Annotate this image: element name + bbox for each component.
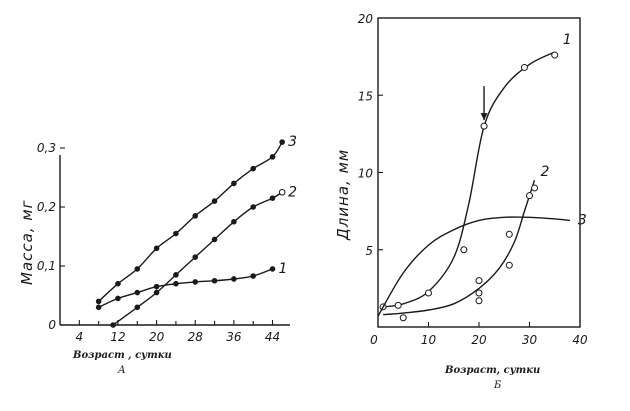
panel-b-y-axis-title: Длина, мм <box>334 149 352 241</box>
panel-a-series-2-point <box>269 195 276 201</box>
panel-a-series-2-line <box>112 191 283 326</box>
panel-a-series-1-point <box>153 283 160 290</box>
panel-b-arrow-head <box>480 113 488 121</box>
panel-a-ticks: 4 12 20 28 36 44 0 0,1 0,2 0,3 <box>37 141 280 344</box>
panel-b-series-1-label: 1 <box>563 32 572 48</box>
panel-b-series-2-line <box>383 179 536 316</box>
panel-b-series-1-line <box>382 51 556 308</box>
panel-b-x-tick-label: 0 <box>370 333 378 347</box>
panel-a-series-1-point <box>134 289 141 296</box>
panel-a-series-2-point <box>211 236 218 243</box>
panel-a-x-tick-label: 44 <box>265 330 280 344</box>
panel-a-series-3-point <box>95 298 102 305</box>
panel-a-series-1-point <box>173 280 179 287</box>
panel-a-series-3-point <box>211 198 218 204</box>
panel-b-y-tick-label: 20 <box>358 12 374 26</box>
panel-b-series-2-point <box>531 184 539 192</box>
panel-a-x-tick-label: 28 <box>188 330 204 344</box>
panel-b-series-2-point <box>475 297 483 305</box>
panel-b-y-tick-label: 10 <box>358 167 374 181</box>
panel-a-y-tick-label: 0,2 <box>37 200 56 214</box>
panel-b-ticks: 0 10 20 30 40 5 10 15 20 <box>358 12 588 347</box>
panel-a-series: 3 2 1 <box>95 134 297 328</box>
panel-a-x-tick-label: 20 <box>149 330 165 344</box>
panel-a-series-2-point <box>173 272 179 278</box>
panel-a-series-3-label: 3 <box>288 134 297 150</box>
panel-b-x-tick-label: 40 <box>572 333 588 347</box>
panel-a-y-tick-label: 0,1 <box>37 259 56 273</box>
panel-b: 0 10 20 30 40 5 10 15 20 1 2 3 Длина, мм Возраст, … <box>334 12 588 391</box>
panel-a-series-2-point <box>192 254 199 260</box>
panel-b-series-1-point <box>394 301 402 309</box>
panel-a-series-2-label: 2 <box>288 184 297 200</box>
panel-a-series-1-label: 1 <box>279 261 288 277</box>
panel-b-x-axis-title: Возраст, сутки <box>444 365 540 376</box>
panel-a-series-2-point <box>250 204 256 210</box>
panel-b-series-2-point <box>399 314 407 322</box>
panel-b-series-2-point <box>505 261 513 269</box>
panel-a-y-tick-label: 0 <box>48 318 56 332</box>
panel-a-series-2-point <box>110 322 116 328</box>
panel-b-letter: Б <box>493 380 502 391</box>
panel-b-x-tick-label: 10 <box>421 333 437 347</box>
panel-a-series-1-point <box>211 277 218 284</box>
panel-b-series-2-point <box>475 289 483 297</box>
panel-a-series-3-point <box>279 139 285 145</box>
panel-a-series-2-point <box>153 289 160 296</box>
panel-b-series-2-label: 2 <box>541 164 550 180</box>
panel-b-series-1-point <box>551 51 559 59</box>
panel-a-series-2-point <box>231 218 237 225</box>
panel-b-series-3-line <box>377 216 570 317</box>
panel-b-series-1-point <box>520 63 528 71</box>
panel-a-series-3-point <box>192 213 199 219</box>
panel-a-series-3-point <box>153 245 160 252</box>
panel-a-x-tick-label: 36 <box>226 330 242 344</box>
panel-b-series-1-point <box>480 122 488 130</box>
panel-b-series-1-point <box>425 289 432 297</box>
panel-a-y-axis-title: Масса, мг <box>18 199 36 285</box>
panel-b-series-2-point <box>526 192 533 200</box>
panel-a-series-1-point <box>269 266 276 272</box>
panel-b-series-2-point <box>475 277 483 285</box>
panel-b-series: 1 2 3 <box>377 32 587 322</box>
panel-a-series-3-point <box>173 230 179 237</box>
panel-a: 4 12 20 28 36 44 0 0,1 0,2 0,3 3 2 1 Масса, мг Возр… <box>18 134 297 376</box>
panel-a-series-3-point <box>250 165 256 172</box>
panel-a-series-2-point <box>134 304 141 311</box>
panel-b-x-tick-label: 30 <box>522 333 538 347</box>
panel-b-series-1-point <box>460 246 468 254</box>
panel-b-y-tick-label: 15 <box>358 89 373 103</box>
panel-b-y-tick-label: 5 <box>365 244 373 258</box>
panel-a-series-3-point <box>269 154 276 160</box>
panel-a-series-1-point <box>231 276 237 282</box>
panel-a-y-tick-label: 0,3 <box>37 141 56 155</box>
panel-a-x-tick-label: 4 <box>75 330 83 344</box>
panel-b-x-tick-label: 20 <box>471 333 487 347</box>
panel-a-series-1-point <box>115 295 121 302</box>
panel-b-series-3-label: 3 <box>578 212 587 228</box>
panel-a-series-1-point <box>95 304 102 311</box>
panel-b-series-2-point <box>505 230 513 238</box>
panel-a-series-1-point <box>192 279 199 285</box>
panel-a-series-3-point <box>115 280 121 287</box>
panel-a-x-tick-label: 12 <box>110 330 125 344</box>
panel-a-x-axis-title: Возраст , сутки <box>72 350 172 361</box>
panel-a-series-1-point <box>250 273 256 279</box>
panel-a-series-3-point <box>134 266 141 272</box>
panel-a-series-1-line <box>98 268 273 308</box>
panel-a-letter: А <box>117 365 126 376</box>
panel-a-series-3-point <box>231 180 237 187</box>
panel-a-series-2-point <box>278 188 286 196</box>
